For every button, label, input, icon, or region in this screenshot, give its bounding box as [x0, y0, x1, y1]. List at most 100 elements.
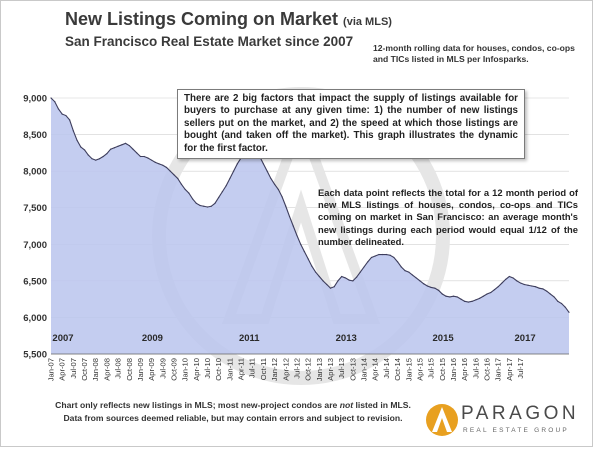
data-point [102, 155, 104, 158]
x-tick-label: Jul-15 [427, 358, 436, 379]
data-point [303, 251, 306, 253]
x-tick-label: Jan-15 [404, 358, 413, 381]
x-tick-label: Jul-10 [203, 358, 212, 379]
data-point [337, 280, 339, 282]
data-point [478, 297, 481, 300]
data-point [389, 254, 391, 256]
data-point [527, 284, 529, 286]
x-tick-label: Apr-10 [192, 358, 201, 381]
x-tick-label: Apr-09 [147, 358, 156, 381]
axes: 9,000 8,500 8,000 7,500 7,000 6,500 6,000 5,500… [23, 94, 569, 381]
x-tick-label: Apr-07 [58, 358, 67, 381]
x-tick-label: Jul-17 [516, 358, 525, 379]
data-point [233, 170, 235, 172]
data-point [192, 198, 194, 200]
x-tick-label: Apr-15 [415, 358, 424, 381]
data-point [475, 299, 477, 301]
x-tick-label: Jan-14 [360, 358, 369, 381]
data-point [143, 155, 145, 158]
data-point [188, 192, 190, 194]
x-tick-label: Apr-12 [281, 358, 290, 381]
data-point [91, 158, 93, 160]
data-point [184, 188, 186, 191]
x-tick-label: Oct-13 [348, 358, 357, 381]
data-point [165, 166, 168, 169]
data-point [311, 265, 313, 267]
y-tick-label: 9,000 [23, 94, 47, 105]
data-point [65, 114, 67, 117]
data-point [76, 139, 78, 142]
data-point [322, 280, 324, 282]
y-tick-label: 8,000 [23, 167, 47, 178]
logo-tagline: REAL ESTATE GROUP [463, 427, 569, 434]
data-point [493, 289, 496, 291]
data-point [404, 270, 406, 272]
data-point [546, 290, 548, 292]
data-point [396, 261, 399, 263]
x-tick-label: Jan-10 [181, 358, 190, 381]
data-point [333, 286, 335, 288]
series-line [50, 97, 570, 313]
data-point [326, 283, 328, 286]
data-point [452, 295, 455, 297]
x-tick-label: Oct-12 [304, 358, 313, 381]
data-point [158, 163, 160, 165]
data-point [221, 191, 224, 193]
data-point [262, 163, 265, 165]
data-point [57, 108, 60, 110]
data-point [378, 253, 380, 256]
data-point [557, 300, 559, 302]
data-point [177, 177, 179, 180]
x-tick-label: Oct-09 [170, 358, 179, 381]
data-point [437, 289, 440, 291]
data-point [471, 300, 473, 302]
x-tick-label: Apr-08 [102, 358, 111, 381]
data-point [423, 283, 425, 285]
data-point [449, 296, 451, 298]
data-point [329, 287, 332, 289]
data-point [83, 149, 86, 151]
data-point [95, 159, 97, 161]
y-tick-label: 6,000 [23, 313, 47, 324]
data-point [154, 161, 156, 163]
data-point [147, 157, 149, 159]
data-point [352, 280, 354, 282]
data-point [549, 293, 551, 295]
data-point [121, 144, 123, 146]
data-point [69, 119, 71, 121]
data-point [139, 155, 142, 158]
x-tick-label: Jul-07 [69, 358, 78, 379]
data-point [87, 154, 89, 156]
footnote: Chart only reflects new listings in MLS;… [33, 399, 433, 425]
data-point [370, 256, 373, 259]
logo-name: PARAGON [461, 403, 580, 424]
data-point [124, 142, 127, 144]
data-point [270, 177, 272, 180]
data-point [348, 279, 350, 281]
data-point [534, 286, 537, 288]
data-source-note: 12-month rolling data for houses, condos… [373, 43, 575, 64]
data-point [225, 185, 227, 187]
footnote-line-2: Data from sources deemed reliable, but m… [63, 413, 403, 423]
data-point [505, 278, 507, 280]
annotation-box: There are 2 big factors that impact the … [177, 89, 525, 160]
data-point [98, 158, 101, 160]
data-point [72, 130, 74, 132]
x-tick-label: Jul-08 [114, 358, 123, 379]
data-point [400, 266, 402, 268]
year-label: 2017 [515, 333, 536, 344]
data-point [445, 295, 447, 297]
data-point [460, 298, 462, 300]
data-point [80, 146, 82, 148]
year-label: 2011 [239, 333, 260, 344]
annotation-explanation: Each data point reflects the total for a… [318, 187, 578, 247]
data-point [106, 152, 108, 155]
data-point [203, 205, 205, 207]
data-point [341, 275, 343, 278]
data-point [110, 148, 112, 150]
data-point [408, 271, 410, 273]
data-point [467, 301, 469, 303]
data-point [359, 271, 361, 273]
data-point [173, 174, 175, 176]
